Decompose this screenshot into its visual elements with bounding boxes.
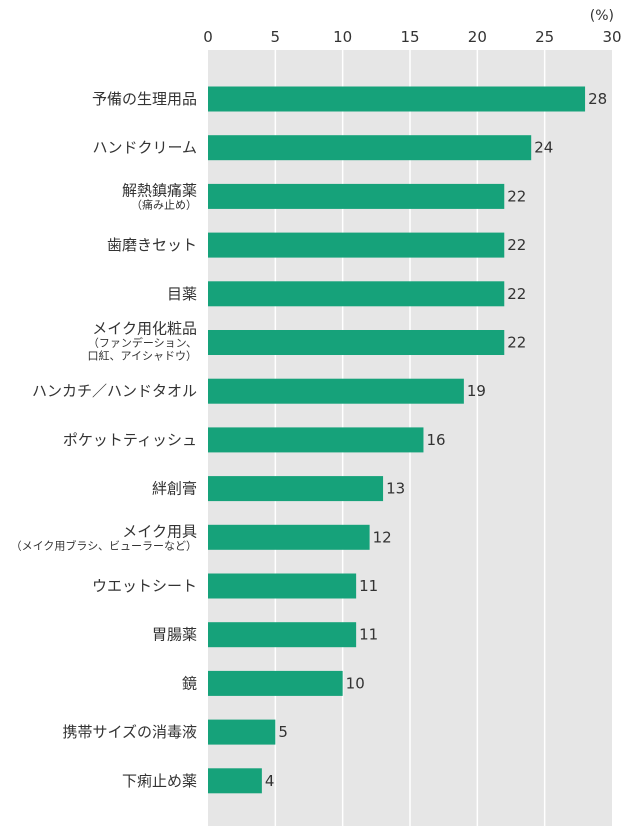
category-label: ウエットシート xyxy=(92,577,197,595)
category-label: ポケットティッシュ xyxy=(63,431,197,449)
bar xyxy=(208,768,262,794)
category-label: 予備の生理用品 xyxy=(92,90,197,108)
value-label: 11 xyxy=(359,577,378,595)
x-tick-label: 15 xyxy=(400,28,419,46)
bar xyxy=(208,281,505,307)
category-label: メイク用具 xyxy=(122,522,197,540)
bar xyxy=(208,378,464,404)
x-tick-label: 25 xyxy=(535,28,554,46)
category-label: 胃腸薬 xyxy=(152,626,197,644)
bar xyxy=(208,183,505,209)
value-label: 19 xyxy=(467,382,486,400)
value-label: 22 xyxy=(507,187,526,205)
category-sublabel: 口紅、アイシャドウ） xyxy=(88,350,197,363)
unit-label: (%) xyxy=(590,8,614,24)
bar xyxy=(208,86,586,112)
value-label: 5 xyxy=(278,723,288,741)
bar xyxy=(208,524,370,550)
bar xyxy=(208,573,357,599)
category-label: 解熱鎮痛薬 xyxy=(122,181,197,199)
bar xyxy=(208,719,276,745)
bar xyxy=(208,670,343,696)
value-label: 11 xyxy=(359,626,378,644)
x-tick-label: 0 xyxy=(203,28,213,46)
bar xyxy=(208,135,532,161)
category-sublabel: （メイク用ブラシ、ビューラーなど） xyxy=(11,538,197,552)
value-label: 16 xyxy=(426,431,445,449)
bar xyxy=(208,622,357,648)
x-tick-label: 30 xyxy=(602,28,621,46)
category-label: ハンカチ／ハンドタオル xyxy=(32,382,197,400)
bar xyxy=(208,330,505,355)
x-tick-label: 10 xyxy=(333,28,352,46)
category-label: 歯磨きセット xyxy=(107,236,197,254)
category-label: 下痢止め薬 xyxy=(122,772,197,790)
category-sublabel: （ファンデーション、 xyxy=(88,336,197,350)
category-label: 鏡 xyxy=(182,674,197,692)
value-label: 12 xyxy=(373,528,392,546)
value-label: 22 xyxy=(507,334,526,352)
bar xyxy=(208,476,384,502)
category-label: 絆創膏 xyxy=(152,480,197,498)
category-label: メイク用化粧品 xyxy=(92,320,197,338)
category-sublabel: （痛み止め） xyxy=(131,197,197,211)
category-label: ハンドクリーム xyxy=(92,139,197,157)
bar xyxy=(208,427,424,453)
value-label: 22 xyxy=(507,285,526,303)
x-tick-label: 5 xyxy=(271,28,281,46)
bars xyxy=(208,86,586,794)
value-label: 10 xyxy=(346,674,365,692)
category-label: 目薬 xyxy=(167,285,197,303)
x-tick-label: 20 xyxy=(468,28,487,46)
value-label: 28 xyxy=(588,90,607,108)
value-label: 4 xyxy=(265,772,275,790)
value-label: 22 xyxy=(507,236,526,254)
value-labels: 28 24 22 22 22 22 19 16 13 12 11 11 10 5 4 xyxy=(265,90,607,790)
value-label: 24 xyxy=(534,139,553,157)
value-label: 13 xyxy=(386,480,405,498)
category-label: 携帯サイズの消毒液 xyxy=(62,723,197,741)
x-axis-ticks: 0 5 10 15 20 25 30 xyxy=(203,28,621,46)
bar xyxy=(208,232,505,258)
